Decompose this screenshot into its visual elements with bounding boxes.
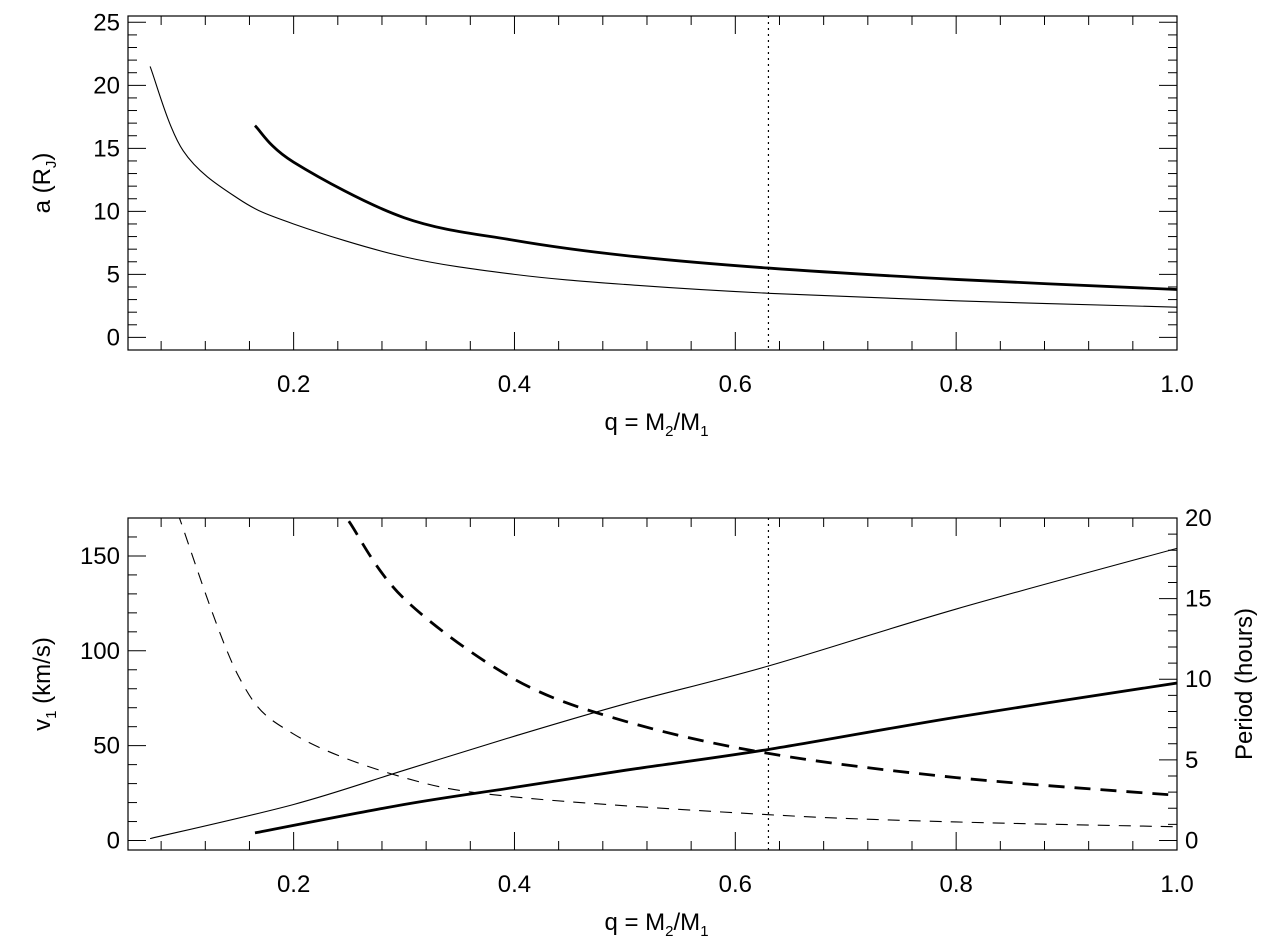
series-line-3 [178,518,1177,828]
x-tick-label: 0.4 [498,871,531,898]
y-tick-label: 10 [93,198,120,225]
y-tick-label: 5 [107,261,120,288]
x-tick-label: 0.8 [939,871,972,898]
y-tick-label: 20 [93,72,120,99]
right-y-axis-title: Period (hours) [1231,608,1258,760]
right-y-tick-label: 5 [1185,747,1198,774]
x-tick-label: 0.2 [277,371,310,398]
series-line-4 [347,520,1177,797]
right-y-tick-label: 10 [1185,666,1212,693]
x-tick-label: 1.0 [1160,871,1193,898]
x-tick-label: 0.2 [277,871,310,898]
series-line-2 [253,124,1177,291]
x-tick-label: 0.4 [498,371,531,398]
y-axis-title: v1 (km/s) [29,637,60,731]
series-line-1 [149,547,1177,840]
x-tick-label: 0.6 [719,871,752,898]
x-axis-title: q = M2/M1 [604,909,708,940]
plot-frame [127,15,1178,351]
x-axis-title: q = M2/M1 [604,409,708,440]
y-tick-label: 50 [93,733,120,760]
right-y-tick-label: 20 [1185,505,1212,532]
series-line-1 [149,66,1177,308]
bottom-panel: 0.2 0.4 0.6 0.8 1.0 0 50 100 150 0 5 10 15 20 q = M2/M… [29,505,1258,940]
x-tick-label: 1.0 [1160,371,1193,398]
series-line-2 [254,681,1177,835]
y-tick-label: 100 [80,638,120,665]
top-panel: 0.2 0.4 0.6 0.8 1.0 0 5 10 15 20 25 q = M2/M1 a (RJ) [29,9,1194,440]
plot-frame [127,517,1178,851]
x-tick-label: 0.6 [719,371,752,398]
y-tick-label: 0 [107,324,120,351]
right-y-tick-label: 15 [1185,586,1212,613]
y-tick-label: 0 [107,828,120,855]
y-tick-label: 15 [93,135,120,162]
y-tick-label: 25 [93,9,120,36]
right-y-tick-label: 0 [1185,827,1198,854]
x-tick-label: 0.8 [939,371,972,398]
y-axis-title: a (RJ) [29,153,60,214]
y-tick-label: 150 [80,543,120,570]
